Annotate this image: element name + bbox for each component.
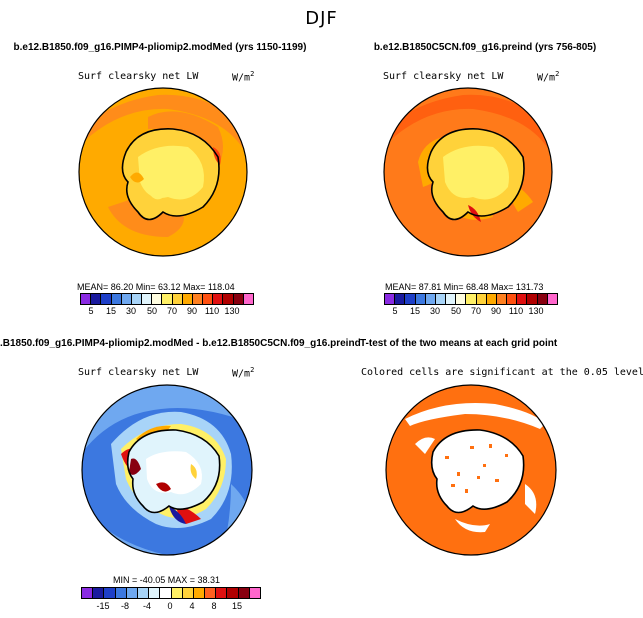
tick: 130 (528, 306, 544, 316)
variable-label-bottom-left: Surf clearsky net LW (78, 367, 199, 378)
tick: 90 (186, 306, 198, 316)
colorbar-top-right (384, 293, 558, 305)
variable-label-bottom-right: Colored cells are significant at the 0.0… (361, 367, 643, 378)
polar-map-bottom-right (385, 384, 557, 556)
tick: 30 (125, 306, 137, 316)
units-label-top-right: W/m2 (537, 70, 560, 84)
tick: 4 (189, 601, 195, 611)
polar-map-bottom-left (81, 384, 253, 556)
panel-title-bottom-right: T-test of the two means at each grid poi… (360, 338, 558, 349)
tick: 70 (166, 306, 178, 316)
tick: 130 (224, 306, 240, 316)
figure-title: DJF (305, 8, 338, 29)
panel-title-bottom-left: .B1850.f09_g16.PIMP4-pliomip2.modMed - b… (0, 338, 361, 349)
tick: 15 (231, 601, 243, 611)
stats-bottom-left: MIN = -40.05 MAX = 38.31 (113, 575, 221, 585)
tick: 90 (490, 306, 502, 316)
units-label-bottom-left: W/m2 (232, 366, 255, 380)
colorbar-top-left (80, 293, 254, 305)
panel-title-top-right: b.e12.B1850C5CN.f09_g16.preind (yrs 756-… (373, 42, 597, 53)
tick: 50 (450, 306, 462, 316)
colorbar-bottom-left (81, 587, 261, 599)
polar-map-top-left (78, 87, 248, 257)
tick: 110 (204, 306, 220, 316)
tick: 70 (470, 306, 482, 316)
tick: 5 (88, 306, 94, 316)
tick: 110 (508, 306, 524, 316)
stats-top-left: MEAN= 86.20 Min= 63.12 Max= 118.04 (77, 282, 235, 292)
tick: 0 (167, 601, 173, 611)
tick: 15 (105, 306, 117, 316)
colorbar-ticks-top-right: 5 15 30 50 70 90 110 130 (384, 306, 556, 318)
tick: 5 (392, 306, 398, 316)
tick: 30 (429, 306, 441, 316)
tick: 8 (211, 601, 217, 611)
variable-label-top-right: Surf clearsky net LW (383, 71, 504, 82)
panel-title-top-left: b.e12.B1850.f09_g16.PIMP4-pliomip2.modMe… (13, 42, 307, 53)
polar-map-top-right (383, 87, 553, 257)
variable-label-top-left: Surf clearsky net LW (78, 71, 199, 82)
tick: -15 (96, 601, 110, 611)
stats-top-right: MEAN= 87.81 Min= 68.48 Max= 131.73 (385, 282, 544, 292)
colorbar-ticks-bottom-left: -15 -8 -4 0 4 8 15 (81, 601, 259, 613)
tick: 50 (146, 306, 158, 316)
colorbar-ticks-top-left: 5 15 30 50 70 90 110 130 (80, 306, 252, 318)
tick: -8 (120, 601, 130, 611)
units-label-top-left: W/m2 (232, 70, 255, 84)
tick: 15 (409, 306, 421, 316)
tick: -4 (142, 601, 152, 611)
